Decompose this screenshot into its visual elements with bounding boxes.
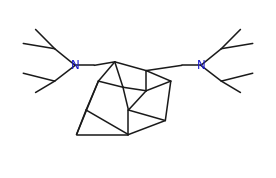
Text: N: N bbox=[71, 59, 79, 72]
Text: N: N bbox=[197, 59, 205, 72]
